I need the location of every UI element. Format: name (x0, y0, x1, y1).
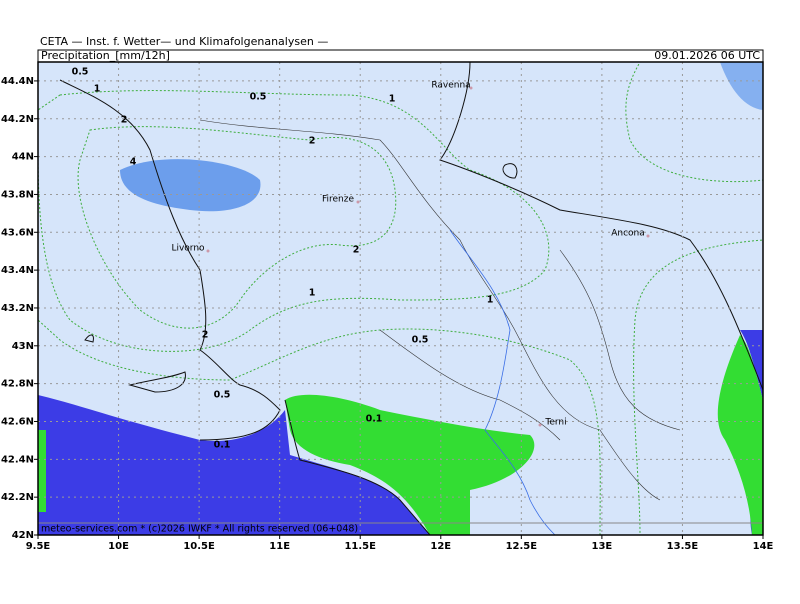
lon-tick-label: 10E (108, 541, 129, 552)
lat-tick-label: 42.6N (1, 416, 34, 427)
city-name: Ravenna (431, 81, 470, 91)
contour-label: 2 (121, 115, 128, 126)
city-dot (646, 234, 650, 238)
contour-label: 0.5 (72, 67, 89, 78)
lon-tick-label: 11E (269, 541, 290, 552)
city-name: Firenze (322, 195, 354, 205)
contour-label: 0.1 (214, 440, 231, 451)
contour-label: 0.5 (412, 335, 429, 346)
lon-tick-label: 13E (592, 541, 613, 552)
contour-label: 4 (130, 157, 137, 168)
field-name: Precipitation_[mm/12h] (41, 49, 170, 62)
labels: 0.5 1 0.5 1 2 2 4 2 1 1 2 0.5 0.5 0.1 0.1 Ravenna Firenz… (72, 67, 650, 451)
lon-tick-label: 9.5E (26, 541, 51, 552)
lat-tick-label: 44N (12, 152, 34, 163)
lon-tick-label: 10.5E (183, 541, 215, 552)
lon-tick-label: 12.5E (506, 541, 538, 552)
city-dot (206, 249, 210, 253)
city-name: Livorno (171, 244, 205, 254)
lon-tick-label: 11.5E (344, 541, 376, 552)
lat-tick-label: 42N (12, 530, 34, 541)
city-dot (538, 423, 542, 427)
lat-tick-label: 44.2N (1, 114, 34, 125)
lat-tick-label: 43N (12, 341, 34, 352)
contour-label: 1 (94, 84, 101, 95)
contour-label: 0.1 (366, 414, 383, 425)
contour-label: 2 (309, 136, 316, 147)
lat-tick-label: 42.2N (1, 492, 34, 503)
graticule: 9.5E 10E 10.5E 11E 11.5E 12E 12.5E 13E 13.5E 14E 4… (1, 62, 774, 552)
contour-label: 1 (487, 295, 494, 306)
lat-tick-label: 42.8N (1, 379, 34, 390)
lat-tick-label: 42.4N (1, 454, 34, 465)
lat-tick-label: 43.4N (1, 265, 34, 276)
city-name: Ancona (611, 229, 645, 239)
fields (37, 61, 764, 536)
lat-tick-label: 43.2N (1, 303, 34, 314)
city-dot (469, 86, 473, 90)
lat-tick-label: 44.4N (1, 76, 34, 87)
contour-label: 1 (309, 288, 316, 299)
lat-tick-label: 43.6N (1, 227, 34, 238)
map-frame (37, 61, 764, 536)
contour-label: 2 (202, 330, 209, 341)
lon-tick-label: 14E (753, 541, 774, 552)
lat-tick-label: 43.8N (1, 189, 34, 200)
contour-label: 2 (353, 245, 360, 256)
valid-time: 09.01.2026 06 UTC (654, 49, 760, 62)
city-dot (356, 200, 360, 204)
borders (199, 119, 681, 501)
lon-tick-label: 12E (430, 541, 451, 552)
contour-label: 1 (389, 94, 396, 105)
contour-label: 0.5 (214, 390, 231, 401)
footer: meteo-services.com * (c)2026 IWKF * All … (41, 524, 358, 535)
header-title: CETA — Inst. f. Wetter— und Klimafolgena… (40, 35, 328, 48)
city-name: Terni (544, 418, 566, 428)
contour-label: 0.5 (250, 92, 267, 103)
lon-tick-label: 13.5E (667, 541, 699, 552)
